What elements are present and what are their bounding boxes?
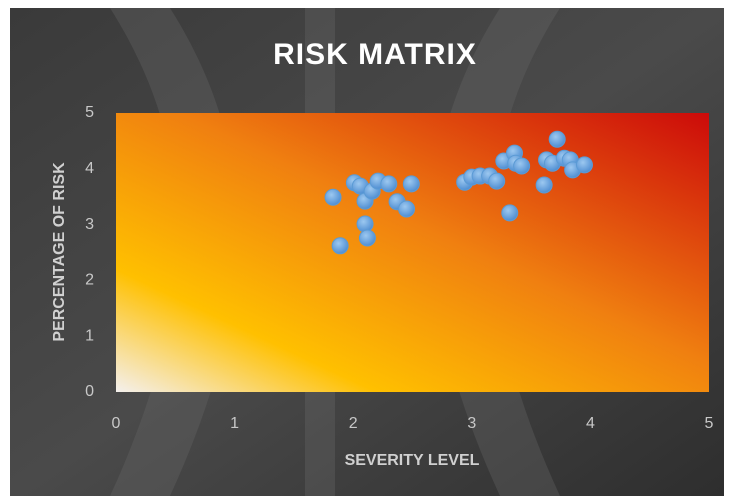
- y-tick-label: 3: [85, 216, 94, 233]
- point: [501, 204, 519, 222]
- y-tick-label: 0: [85, 383, 94, 400]
- x-tick-label: 5: [705, 415, 714, 432]
- y-tick-label: 1: [85, 327, 94, 344]
- point: [513, 157, 531, 175]
- x-tick-label: 2: [349, 415, 358, 432]
- point: [548, 130, 566, 148]
- point: [575, 156, 593, 174]
- x-tick-label: 0: [112, 415, 121, 432]
- x-tick-label: 3: [467, 415, 476, 432]
- x-tick-label: 1: [230, 415, 239, 432]
- chart-title: RISK MATRIX: [273, 38, 477, 71]
- x-tick-label: 4: [586, 415, 595, 432]
- point: [356, 215, 374, 233]
- point: [331, 237, 349, 255]
- point: [398, 200, 416, 218]
- x-axis-title: SEVERITY LEVEL: [345, 452, 480, 469]
- y-tick-label: 5: [85, 104, 94, 121]
- plot-area: [116, 113, 709, 392]
- point: [402, 175, 420, 193]
- point: [535, 176, 553, 194]
- y-tick-label: 4: [85, 160, 94, 177]
- point: [380, 175, 398, 193]
- point: [358, 229, 376, 247]
- y-tick-label: 2: [85, 272, 94, 289]
- point: [488, 172, 506, 190]
- y-axis-title: PERCENTAGE OF RISK: [51, 162, 68, 342]
- point: [324, 188, 342, 206]
